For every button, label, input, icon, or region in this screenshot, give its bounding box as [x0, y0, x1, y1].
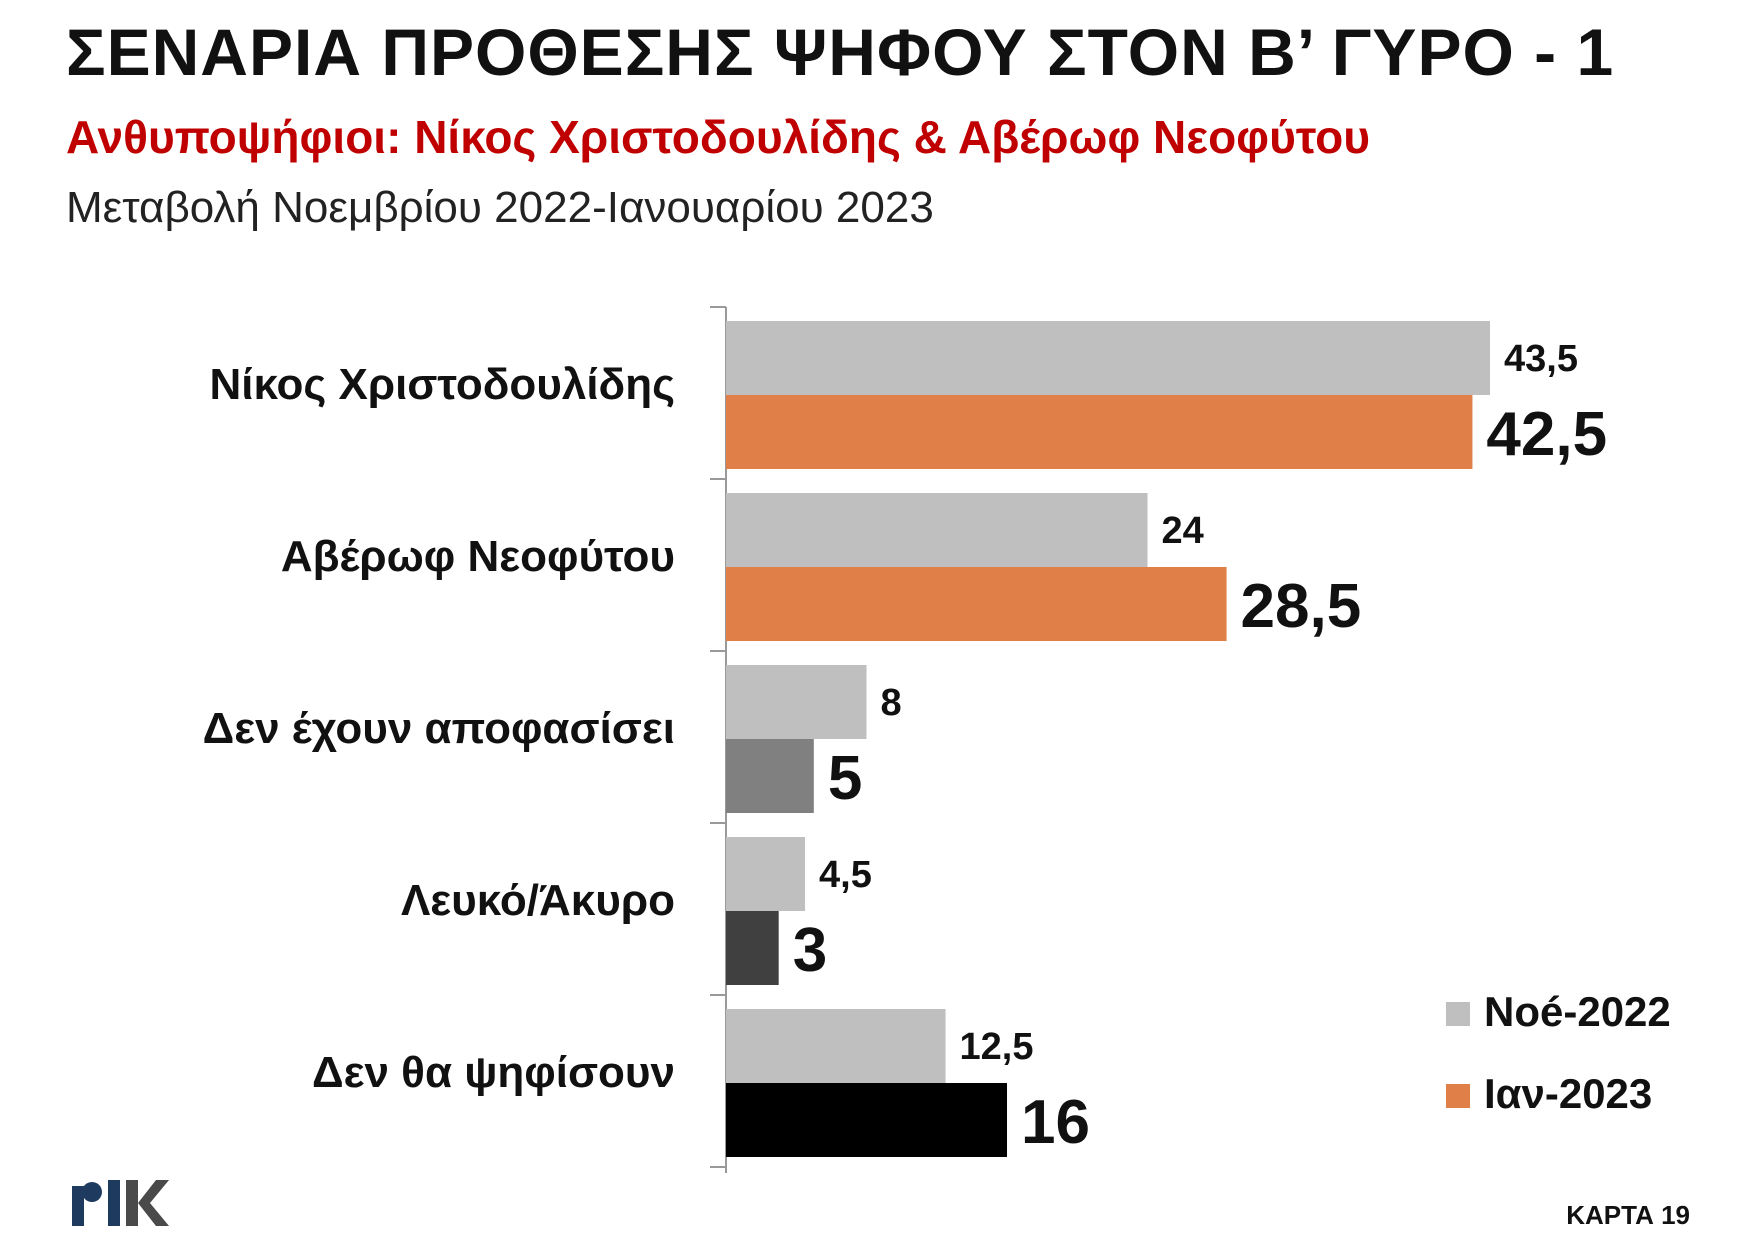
- card-number: ΚΑΡΤΑ 19: [1566, 1200, 1690, 1230]
- data-label: 28,5: [1241, 572, 1362, 641]
- data-label: 16: [1021, 1088, 1090, 1157]
- data-label: 3: [793, 916, 827, 985]
- bar-nov-2022: [726, 665, 867, 739]
- legend-swatch: [1446, 1002, 1470, 1026]
- category-label: Αβέρωφ Νεοφύτου: [281, 532, 675, 581]
- bar-jan-2023: [726, 567, 1227, 641]
- category-label: Λευκό/Άκυρο: [401, 876, 675, 925]
- legend-swatch: [1446, 1084, 1470, 1108]
- rik-logo-mark: [72, 1180, 169, 1226]
- data-label: 5: [828, 744, 862, 813]
- chart-period: Μεταβολή Νοεμβρίου 2022-Ιανουαρίου 2023: [66, 183, 934, 232]
- chart-subtitle: Ανθυποψήφιοι: Νίκος Χριστοδουλίδης & Αβέ…: [66, 111, 1370, 163]
- bar-jan-2023: [726, 1083, 1008, 1157]
- data-label: 12,5: [960, 1026, 1034, 1068]
- bar-nov-2022: [726, 493, 1148, 567]
- data-label: 8: [881, 682, 902, 724]
- bar-nov-2022: [726, 1009, 946, 1083]
- page-title: ΣΕΝΑΡΙΑ ΠΡΟΘΕΣΗΣ ΨΗΦΟΥ ΣΤΟΝ Β’ ΓΥΡΟ - 1: [66, 15, 1615, 89]
- bar-jan-2023: [726, 911, 779, 985]
- legend-label: Ιαν-2023: [1484, 1070, 1652, 1117]
- data-label: 43,5: [1504, 338, 1578, 380]
- rik-logo: [70, 1176, 170, 1233]
- category-label: Νίκος Χριστοδουλίδης: [209, 360, 675, 409]
- bar-nov-2022: [726, 321, 1490, 395]
- bar-nov-2022: [726, 837, 806, 911]
- bar-jan-2023: [726, 395, 1473, 469]
- category-label: Δεν θα ψηφίσουν: [312, 1048, 675, 1097]
- data-label: 4,5: [819, 854, 872, 896]
- data-label: 42,5: [1486, 400, 1607, 469]
- legend-label: Noé-2022: [1484, 988, 1671, 1035]
- data-label: 24: [1162, 510, 1204, 552]
- category-label: Δεν έχουν αποφασίσει: [203, 704, 675, 753]
- bar-jan-2023: [726, 739, 814, 813]
